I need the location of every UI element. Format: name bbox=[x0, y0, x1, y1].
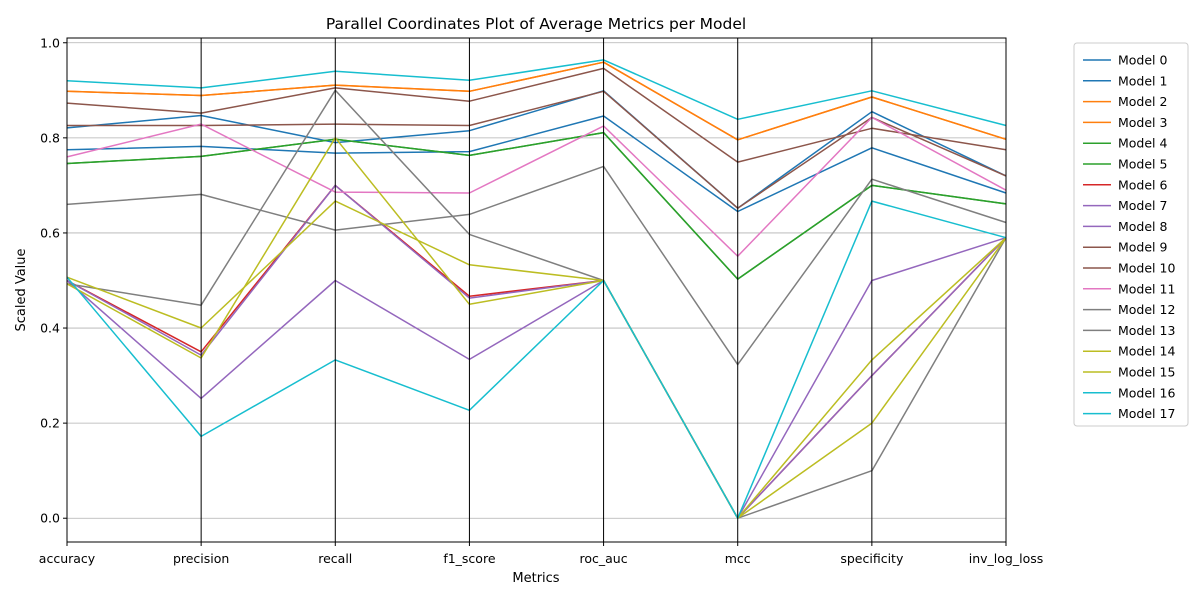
series-line-model-13 bbox=[67, 90, 1006, 518]
legend-label: Model 9 bbox=[1118, 240, 1168, 255]
series-line-model-12 bbox=[67, 166, 1006, 364]
series-line-model-8 bbox=[67, 185, 1006, 518]
y-tick-label: 0.2 bbox=[40, 416, 60, 431]
y-tick-label: 0.0 bbox=[40, 511, 60, 526]
legend-label: Model 5 bbox=[1118, 157, 1167, 172]
legend: Model 0 Model 1 Model 2 Model 3 Model 4 Model… bbox=[1074, 43, 1188, 426]
x-axis-title: Metrics bbox=[512, 571, 559, 586]
legend-label: Model 14 bbox=[1118, 344, 1175, 359]
y-tick-label: 0.8 bbox=[40, 130, 60, 145]
y-axis-title: Scaled Value bbox=[14, 248, 29, 331]
series-line-model-6 bbox=[67, 185, 1006, 518]
legend-label: Model 2 bbox=[1118, 94, 1167, 109]
legend-label: Model 11 bbox=[1118, 281, 1175, 296]
series-line-model-7 bbox=[67, 238, 1006, 519]
legend-label: Model 13 bbox=[1118, 323, 1175, 338]
x-tick-label: inv_log_loss bbox=[969, 551, 1044, 566]
legend-label: Model 1 bbox=[1118, 73, 1167, 88]
x-tick-label: recall bbox=[318, 551, 352, 566]
grid bbox=[67, 43, 1006, 518]
y-tick-label: 0.4 bbox=[40, 321, 60, 336]
y-ticks: 0.0 0.2 0.4 0.6 0.8 1.0 bbox=[40, 35, 67, 525]
series-lines bbox=[67, 60, 1006, 518]
x-tick-label: f1_score bbox=[443, 551, 496, 566]
series-line-model-9 bbox=[67, 68, 1006, 162]
legend-label: Model 17 bbox=[1118, 406, 1175, 421]
legend-label: Model 16 bbox=[1118, 385, 1175, 400]
legend-label: Model 10 bbox=[1118, 261, 1175, 276]
y-tick-label: 1.0 bbox=[40, 35, 60, 50]
x-tick-label: precision bbox=[173, 551, 229, 566]
legend-label: Model 7 bbox=[1118, 198, 1167, 213]
x-ticks: accuracy precision recall f1_score roc_auc mc… bbox=[39, 542, 1043, 566]
legend-label: Model 6 bbox=[1118, 177, 1168, 192]
x-tick-label: roc_auc bbox=[580, 551, 628, 566]
y-tick-label: 0.6 bbox=[40, 225, 60, 240]
legend-label: Model 0 bbox=[1118, 53, 1168, 68]
legend-label: Model 15 bbox=[1118, 365, 1175, 380]
x-tick-label: accuracy bbox=[39, 551, 96, 566]
chart-title: Parallel Coordinates Plot of Average Met… bbox=[326, 15, 746, 33]
legend-label: Model 3 bbox=[1118, 115, 1167, 130]
legend-label: Model 12 bbox=[1118, 302, 1175, 317]
series-line-model-14 bbox=[67, 201, 1006, 518]
x-tick-label: mcc bbox=[725, 551, 751, 566]
series-line-model-16 bbox=[67, 201, 1006, 518]
legend-label: Model 8 bbox=[1118, 219, 1168, 234]
x-tick-label: specificity bbox=[840, 551, 904, 566]
legend-label: Model 4 bbox=[1118, 136, 1168, 151]
